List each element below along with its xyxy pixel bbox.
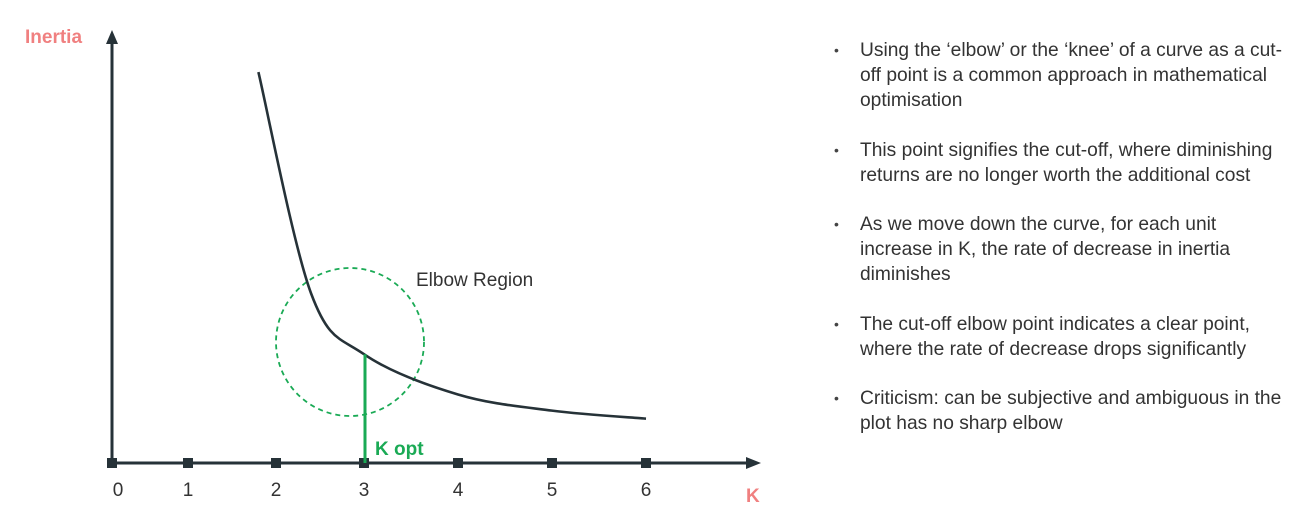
bullet-item: • As we move down the curve, for each uni… <box>830 212 1292 287</box>
x-tick-mark <box>183 458 193 468</box>
k-opt-label: K opt <box>375 439 424 460</box>
bullet-dot-icon: • <box>834 315 839 332</box>
bullet-dot-icon: • <box>834 216 839 232</box>
elbow-chart: Inertia K 0 1 2 3 4 5 6 Elbow Region K opt <box>25 27 761 507</box>
bullet-text: Criticism: can be subjective and ambiguo… <box>860 388 1282 434</box>
x-tick-label: 0 <box>112 480 124 501</box>
x-tick-mark <box>453 458 463 468</box>
x-tick-label: 5 <box>546 480 558 501</box>
bullet-item: • This point signifies the cut-off, where… <box>830 138 1292 188</box>
x-tick-label: 6 <box>640 480 652 501</box>
bullet-dot-icon: • <box>834 390 839 406</box>
bullet-dot-icon: • <box>834 42 839 58</box>
bullet-text: Using the ‘elbow’ or the ‘knee’ of a cur… <box>860 40 1282 111</box>
x-tick-mark <box>107 458 117 468</box>
bullet-text: As we move down the curve, for each unit… <box>860 214 1231 285</box>
x-tick-label: 4 <box>452 480 464 501</box>
x-tick-label: 3 <box>358 480 370 501</box>
x-tick-label: 1 <box>182 480 194 501</box>
bullet-item: • Using the ‘elbow’ or the ‘knee’ of a cu… <box>830 38 1292 113</box>
bullet-text: This point signifies the cut-off, where … <box>860 139 1273 186</box>
x-axis-title: K <box>746 486 760 507</box>
inertia-curve <box>257 71 647 420</box>
bullet-item: • The cut-off elbow point indicates a cle… <box>830 312 1292 362</box>
x-tick-mark <box>547 458 557 468</box>
x-tick-label: 2 <box>270 480 282 501</box>
x-axis-arrowhead <box>746 457 761 469</box>
elbow-region-label: Elbow Region <box>416 270 534 291</box>
chart-canvas <box>106 30 761 469</box>
x-tick-mark <box>271 458 281 468</box>
bullet-text: The cut-off elbow point indicates a clea… <box>860 313 1251 360</box>
elbow-region-circle <box>275 267 425 417</box>
y-axis-arrowhead <box>106 30 118 44</box>
bullet-dot-icon: • <box>834 141 839 158</box>
y-axis-title: Inertia <box>25 27 83 48</box>
bullet-list: • Using the ‘elbow’ or the ‘knee’ of a cu… <box>830 38 1292 461</box>
bullet-item: • Criticism: can be subjective and ambigu… <box>830 386 1292 436</box>
x-tick-mark <box>641 458 651 468</box>
